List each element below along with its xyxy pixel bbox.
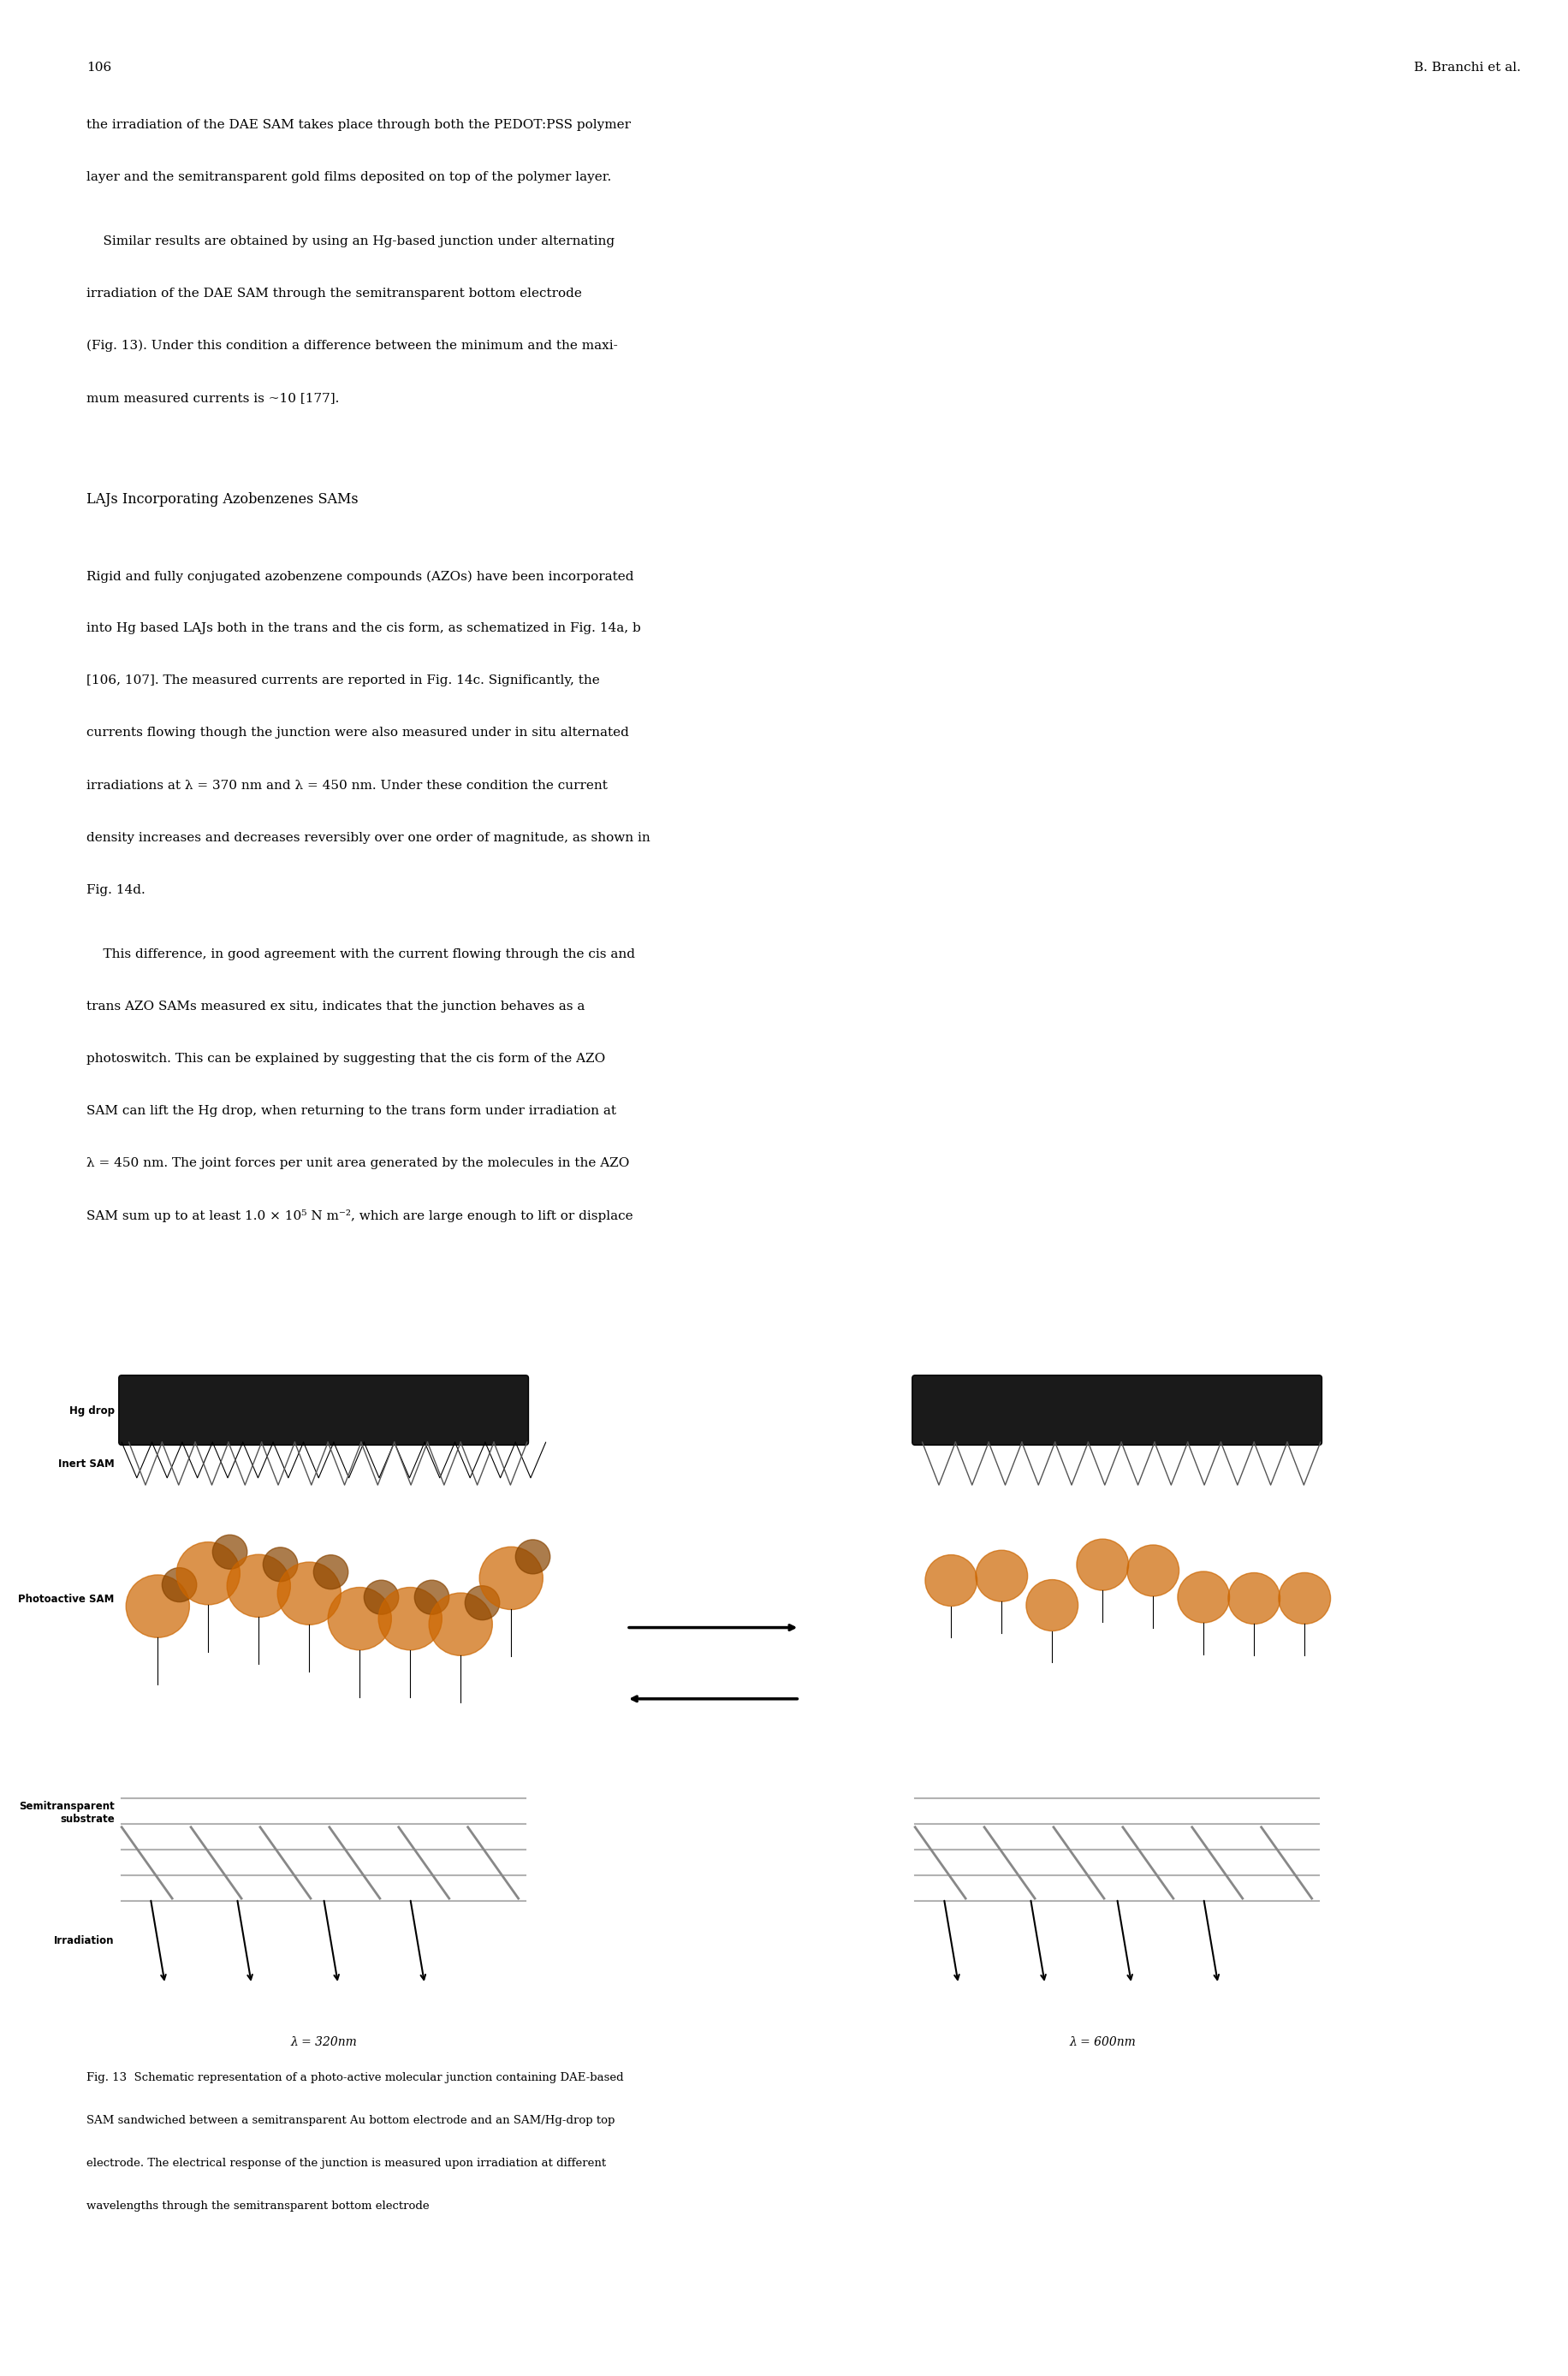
Text: into Hg based LAJs both in the trans and the cis form, as schematized in Fig. 14: into Hg based LAJs both in the trans and…	[86, 623, 641, 634]
Text: (Fig. 13). Under this condition a difference between the minimum and the maxi-: (Fig. 13). Under this condition a differ…	[86, 340, 618, 352]
Text: LAJs Incorporating Azobenzenes SAMs: LAJs Incorporating Azobenzenes SAMs	[86, 492, 358, 506]
Text: Photoactive SAM: Photoactive SAM	[19, 1594, 114, 1604]
FancyBboxPatch shape	[913, 1376, 1322, 1445]
Circle shape	[975, 1549, 1027, 1601]
Text: photoswitch. This can be explained by suggesting that the cis form of the AZO: photoswitch. This can be explained by su…	[86, 1053, 605, 1064]
Text: This difference, in good agreement with the current flowing through the cis and: This difference, in good agreement with …	[86, 948, 635, 960]
Text: Semitransparent
substrate: Semitransparent substrate	[19, 1801, 114, 1825]
Circle shape	[516, 1540, 550, 1573]
Circle shape	[263, 1547, 298, 1582]
Circle shape	[314, 1554, 348, 1590]
Circle shape	[364, 1580, 398, 1613]
Circle shape	[213, 1535, 248, 1568]
Text: wavelengths through the semitransparent bottom electrode: wavelengths through the semitransparent …	[86, 2200, 430, 2212]
Circle shape	[430, 1592, 492, 1656]
FancyBboxPatch shape	[119, 1376, 528, 1445]
Text: [106, 107]. The measured currents are reported in Fig. 14c. Significantly, the: [106, 107]. The measured currents are re…	[86, 675, 599, 687]
Text: electrode. The electrical response of the junction is measured upon irradiation : electrode. The electrical response of th…	[86, 2157, 605, 2169]
Text: SAM sum up to at least 1.0 × 10⁵ N m⁻², which are large enough to lift or displa: SAM sum up to at least 1.0 × 10⁵ N m⁻², …	[86, 1209, 633, 1221]
Text: SAM sandwiched between a semitransparent Au bottom electrode and an SAM/Hg-drop : SAM sandwiched between a semitransparent…	[86, 2115, 615, 2127]
Circle shape	[414, 1580, 448, 1613]
Circle shape	[466, 1585, 500, 1620]
Text: Irradiation: Irradiation	[55, 1936, 114, 1946]
Circle shape	[925, 1554, 977, 1606]
Text: currents flowing though the junction were also measured under in situ alternated: currents flowing though the junction wer…	[86, 727, 629, 739]
Text: layer and the semitransparent gold films deposited on top of the polymer layer.: layer and the semitransparent gold films…	[86, 171, 612, 183]
Text: trans AZO SAMs measured ex situ, indicates that the junction behaves as a: trans AZO SAMs measured ex situ, indicat…	[86, 1000, 585, 1012]
Circle shape	[1228, 1573, 1279, 1625]
Text: SAM can lift the Hg drop, when returning to the trans form under irradiation at: SAM can lift the Hg drop, when returning…	[86, 1105, 616, 1117]
Circle shape	[1077, 1540, 1129, 1590]
Text: λ = 600nm: λ = 600nm	[1069, 2036, 1135, 2048]
Text: Similar results are obtained by using an Hg-based junction under alternating: Similar results are obtained by using an…	[86, 235, 615, 247]
Circle shape	[378, 1587, 442, 1649]
Circle shape	[278, 1561, 340, 1625]
Circle shape	[1178, 1571, 1229, 1623]
Text: Fig. 13  Schematic representation of a photo-active molecular junction containin: Fig. 13 Schematic representation of a ph…	[86, 2072, 624, 2084]
Circle shape	[227, 1554, 290, 1618]
Circle shape	[125, 1575, 190, 1637]
Text: B. Branchi et al.: B. Branchi et al.	[1414, 62, 1521, 74]
Text: mum measured currents is ~10 [177].: mum measured currents is ~10 [177].	[86, 392, 339, 404]
Circle shape	[1278, 1573, 1331, 1623]
Text: Inert SAM: Inert SAM	[58, 1459, 114, 1468]
Circle shape	[480, 1547, 543, 1609]
Text: the irradiation of the DAE SAM takes place through both the PEDOT:PSS polymer: the irradiation of the DAE SAM takes pla…	[86, 119, 630, 131]
Text: Rigid and fully conjugated azobenzene compounds (AZOs) have been incorporated: Rigid and fully conjugated azobenzene co…	[86, 570, 633, 582]
Text: Hg drop: Hg drop	[69, 1404, 114, 1416]
Text: irradiation of the DAE SAM through the semitransparent bottom electrode: irradiation of the DAE SAM through the s…	[86, 287, 582, 299]
Circle shape	[1127, 1544, 1179, 1597]
Text: irradiations at λ = 370 nm and λ = 450 nm. Under these condition the current: irradiations at λ = 370 nm and λ = 450 n…	[86, 779, 607, 791]
Circle shape	[162, 1568, 196, 1601]
Text: Fig. 14d.: Fig. 14d.	[86, 884, 146, 896]
Circle shape	[1025, 1580, 1079, 1630]
Text: 106: 106	[86, 62, 111, 74]
Circle shape	[177, 1542, 240, 1604]
Circle shape	[328, 1587, 392, 1649]
Text: density increases and decreases reversibly over one order of magnitude, as shown: density increases and decreases reversib…	[86, 832, 651, 843]
Text: λ = 320nm: λ = 320nm	[290, 2036, 358, 2048]
Text: λ = 450 nm. The joint forces per unit area generated by the molecules in the AZO: λ = 450 nm. The joint forces per unit ar…	[86, 1157, 629, 1169]
